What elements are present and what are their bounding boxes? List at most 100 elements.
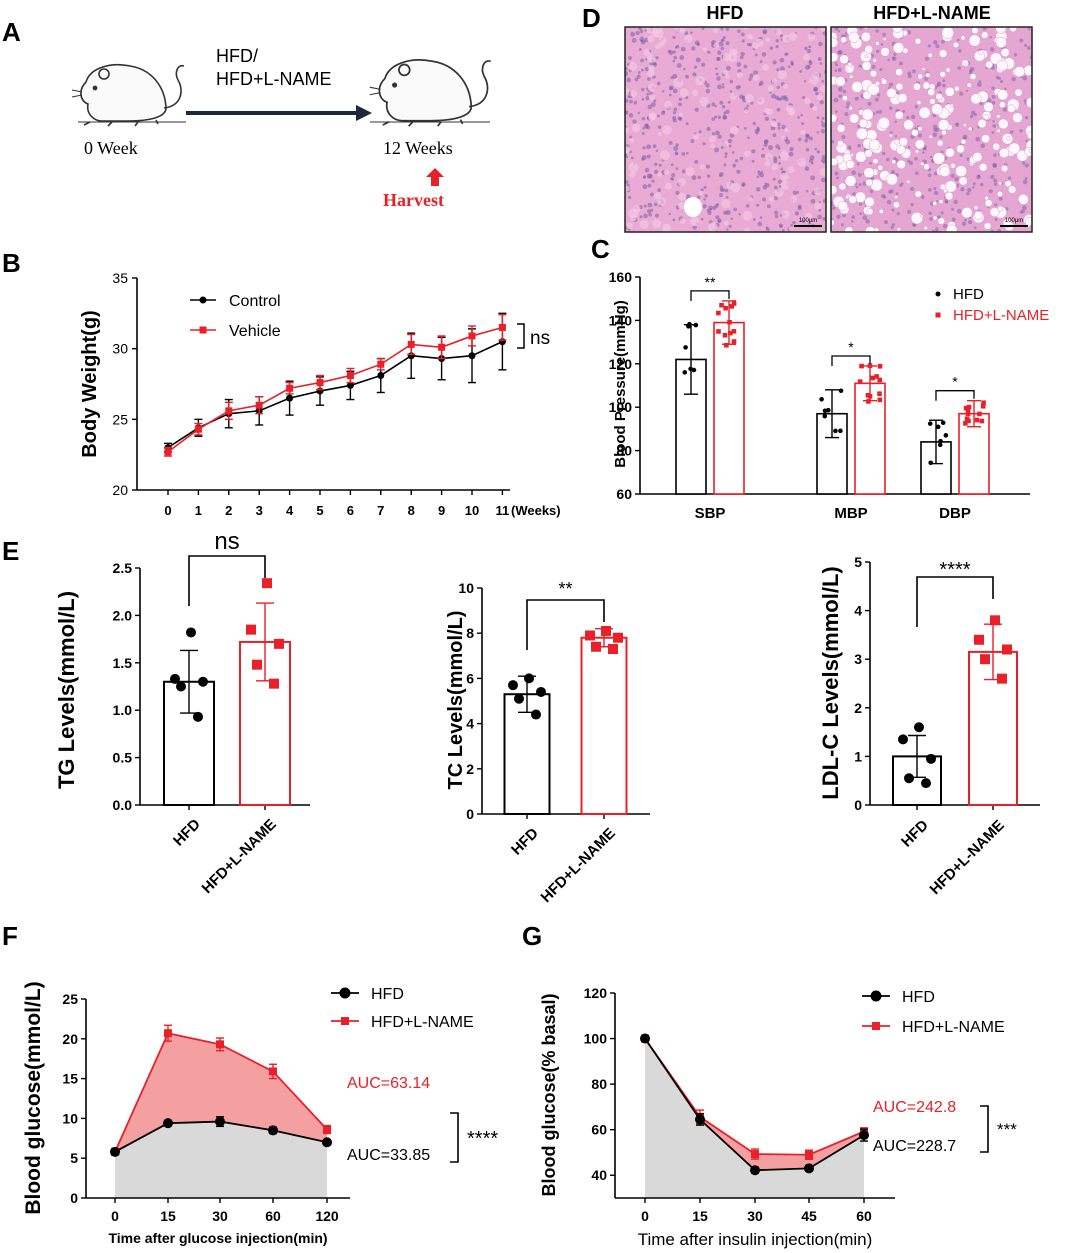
y-tick-label: 0 <box>854 797 862 813</box>
nucleus-dot <box>1024 43 1028 47</box>
insulin-tolerance-chart: 40 60 80 100 120 0 15 30 45 60 Time after insulin … <box>539 985 1017 1249</box>
nucleus-dot <box>882 32 886 37</box>
nucleus-dot <box>628 113 634 118</box>
nucleus-dot <box>625 180 629 184</box>
nucleus-dot <box>655 149 659 153</box>
lipid-droplet <box>894 139 900 145</box>
cytoplasm-dot <box>807 33 816 42</box>
y-tick-label: 80 <box>591 1076 607 1092</box>
blood-pressure-chart: 60 80 100 120 140 160 Blood Pressure(mmHg) SBP *… <box>609 269 1050 522</box>
cytoplasm-dot <box>663 169 670 175</box>
data-dot <box>874 374 879 379</box>
y-tick-label: 0 <box>70 1190 78 1206</box>
data-dot <box>904 773 914 784</box>
nucleus-dot <box>721 104 726 109</box>
nucleus-dot <box>954 176 959 182</box>
x-tick-label: 45 <box>801 1208 817 1224</box>
nucleus-dot <box>746 42 751 47</box>
nucleus-dot <box>691 175 697 181</box>
nucleus-dot <box>757 171 762 175</box>
lipid-droplet <box>914 38 922 45</box>
lipid-droplet <box>995 36 1007 49</box>
nucleus-dot <box>831 140 835 144</box>
panel-label-a: A <box>2 17 21 47</box>
lipid-droplet <box>960 138 967 145</box>
nucleus-dot <box>731 151 735 154</box>
data-point <box>286 394 294 402</box>
lipid-droplet <box>872 58 877 63</box>
nucleus-dot <box>651 102 656 107</box>
nucleus-dot <box>989 36 992 39</box>
nucleus-dot <box>647 77 651 81</box>
nucleus-dot <box>717 219 721 224</box>
y-axis-title: TC Levels(mmol/L) <box>445 611 467 790</box>
nucleus-dot <box>762 197 767 202</box>
nucleus-dot <box>846 101 851 106</box>
lipid-droplet <box>955 165 967 177</box>
nucleus-dot <box>747 136 750 140</box>
nucleus-dot <box>733 207 738 212</box>
cytoplasm-dot <box>648 112 657 121</box>
nucleus-dot <box>773 196 778 201</box>
nucleus-dot <box>694 107 699 112</box>
data-dot <box>865 392 871 398</box>
cytoplasm-dot <box>809 75 819 85</box>
nucleus-dot <box>707 50 711 54</box>
nucleus-dot <box>693 65 698 69</box>
lipid-droplet <box>950 163 956 169</box>
nucleus-dot <box>647 202 653 208</box>
lipid-droplet <box>968 34 981 47</box>
lipid-droplet <box>913 82 921 91</box>
nucleus-dot <box>993 178 998 183</box>
lipid-droplet <box>969 73 977 80</box>
nucleus-dot <box>723 163 727 167</box>
y-tick-label: 0.5 <box>113 750 133 766</box>
cytoplasm-dot <box>690 216 700 227</box>
nucleus-dot <box>773 210 779 215</box>
nucleus-dot <box>759 80 764 86</box>
nucleus-dot <box>703 198 706 201</box>
nucleus-dot <box>890 225 894 229</box>
nucleus-dot <box>792 220 796 225</box>
data-point <box>346 381 354 389</box>
cytoplasm-dot <box>780 180 790 190</box>
nucleus-dot <box>821 79 824 83</box>
data-dot <box>729 304 735 309</box>
nucleus-dot <box>706 126 711 132</box>
panel-d-histology: HFD HFD+L-NAME 100μm 100μm <box>624 3 1033 233</box>
legend-marker <box>199 296 207 304</box>
nucleus-dot <box>867 101 872 106</box>
nucleus-dot <box>794 211 800 216</box>
significance-bracket <box>517 323 525 349</box>
nucleus-dot <box>724 152 728 156</box>
lipid-droplet <box>989 207 1000 217</box>
series-line-0 <box>167 340 503 449</box>
treatment-label: HFD+L-NAME <box>216 69 332 89</box>
data-point <box>804 1163 814 1174</box>
lipid-droplet <box>970 93 982 105</box>
lipid-droplet <box>861 108 874 121</box>
nucleus-dot <box>804 46 808 51</box>
nucleus-dot <box>715 72 719 76</box>
cytoplasm-dot <box>625 87 630 96</box>
nucleus-dot <box>759 60 763 64</box>
nucleus-dot <box>720 146 724 149</box>
x-tick-label: 3 <box>256 503 263 518</box>
harvest-arrow-icon <box>426 168 444 186</box>
cytoplasm-dot <box>743 109 749 114</box>
nucleus-dot <box>756 203 760 207</box>
nucleus-dot <box>1019 38 1024 43</box>
nucleus-dot <box>640 87 645 92</box>
lipid-droplet <box>995 27 1007 34</box>
nucleus-dot <box>727 138 733 144</box>
data-dot <box>866 399 871 404</box>
nucleus-dot <box>692 225 697 230</box>
nucleus-dot <box>630 31 636 37</box>
nucleus-dot <box>957 66 961 70</box>
nucleus-dot <box>875 110 879 114</box>
nucleus-dot <box>685 122 689 126</box>
data-point <box>110 1146 120 1157</box>
significance-label: ** <box>705 274 716 290</box>
cytoplasm-dot <box>771 164 778 171</box>
lipid-droplet <box>872 158 879 164</box>
